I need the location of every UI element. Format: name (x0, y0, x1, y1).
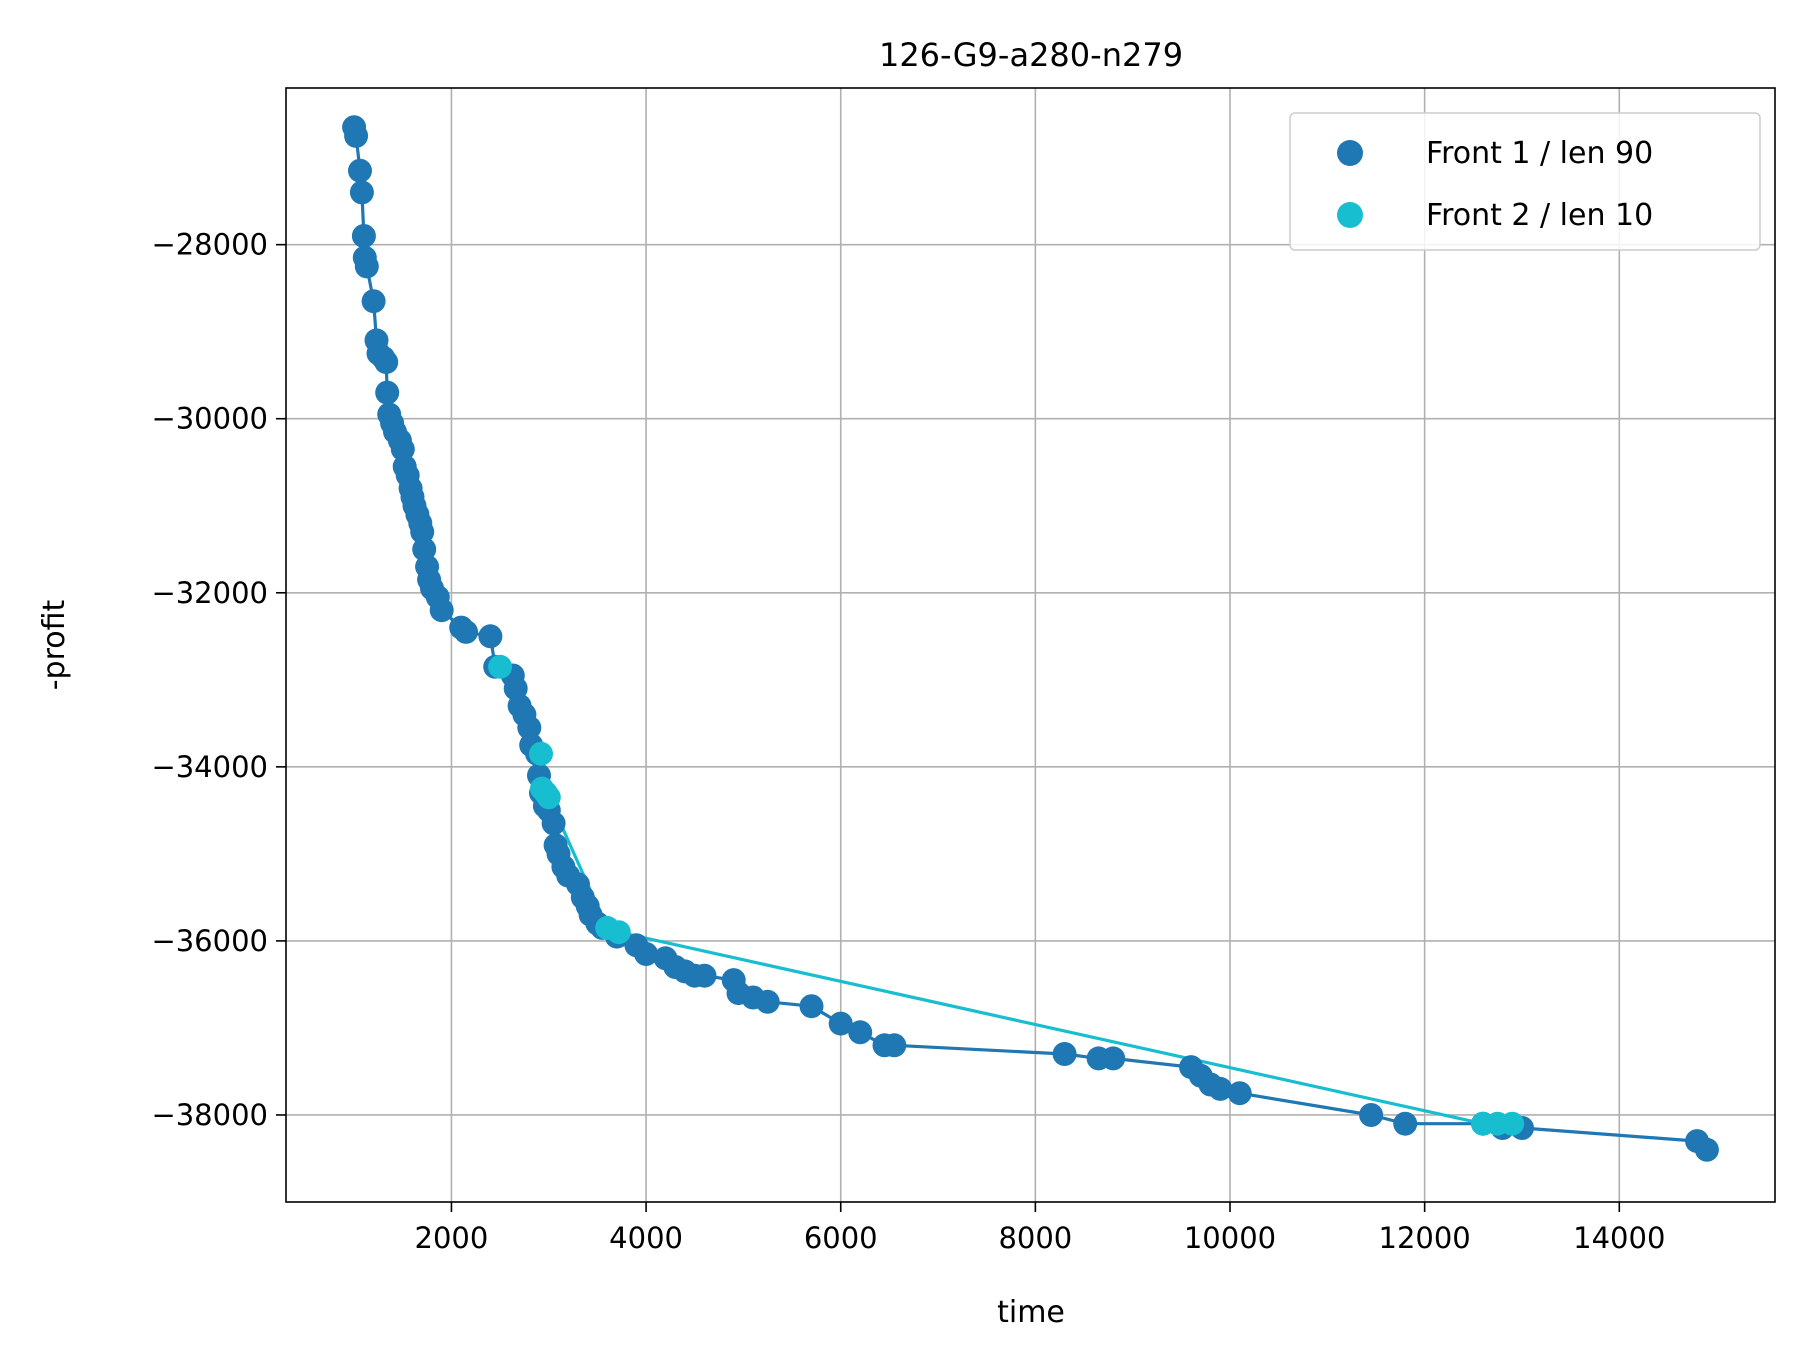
x-tick-label: 4000 (609, 1221, 683, 1255)
series-1-point (1208, 1076, 1233, 1101)
series-1-point (375, 380, 400, 405)
series-1-point (1694, 1137, 1719, 1162)
series-points (342, 115, 1719, 1162)
x-tick-label: 10000 (1184, 1221, 1276, 1255)
y-axis-label: -profit (37, 599, 72, 690)
series-1-point (541, 811, 566, 836)
series-1-point (390, 437, 415, 462)
legend: Front 1 / len 90 Front 2 / len 10 (1289, 112, 1761, 251)
series-2-point (488, 654, 513, 679)
series-1-point (882, 1033, 907, 1058)
x-axis-ticks: 2000 4000 6000 8000 10000 12000 14000 (415, 1202, 1665, 1255)
series-1-point (354, 254, 379, 279)
legend-label-front-2: Front 2 / len 10 (1426, 198, 1653, 233)
series-1-point (1393, 1111, 1418, 1136)
series-1-point (755, 989, 780, 1014)
x-tick-label: 2000 (415, 1221, 489, 1255)
y-tick-label: −38000 (151, 1098, 268, 1132)
grid-x (450, 88, 1621, 1202)
series-2-point (1500, 1111, 1525, 1136)
series-1-point (344, 123, 369, 148)
y-axis-ticks: −28000 −30000 −32000 −34000 −36000 −38000 (151, 228, 286, 1132)
y-tick-label: −36000 (151, 924, 268, 958)
x-tick-label: 12000 (1379, 1221, 1471, 1255)
series-1-point (1052, 1042, 1077, 1066)
series-1-point (361, 289, 386, 314)
series-1-point (410, 519, 435, 544)
series-1-point (351, 224, 376, 248)
series-1-point (1359, 1103, 1384, 1127)
series-1-point (517, 715, 542, 740)
series-2-point (606, 920, 631, 945)
series-2-point (529, 741, 553, 766)
series-1-point (374, 350, 399, 375)
series-1-point (349, 180, 374, 205)
legend-box (1289, 112, 1761, 251)
legend-label-front-1: Front 1 / len 90 (1426, 136, 1653, 171)
legend-marker-front-1 (1337, 140, 1363, 166)
series-1-point (429, 598, 454, 623)
x-tick-label: 6000 (804, 1221, 878, 1255)
series-1-point (799, 994, 824, 1019)
series-1-point (454, 619, 478, 644)
series-1-point (348, 158, 372, 183)
x-tick-label: 8000 (998, 1221, 1072, 1255)
x-tick-label: 14000 (1573, 1221, 1665, 1255)
y-tick-label: −34000 (151, 750, 268, 784)
y-tick-label: −28000 (151, 228, 268, 262)
chart-title: 126-G9-a280-n279 (879, 36, 1183, 74)
series-1-point (1101, 1046, 1126, 1071)
series-1-point (692, 963, 717, 988)
x-axis-label: time (997, 1295, 1065, 1330)
y-tick-label: −32000 (151, 576, 268, 610)
series-1-point (1227, 1081, 1252, 1106)
series-2-point (536, 785, 561, 810)
series-1-point (478, 624, 503, 649)
y-tick-label: −30000 (151, 402, 268, 436)
series-1-point (828, 1011, 853, 1036)
plot-frame (285, 87, 1776, 1203)
series-1-point (634, 942, 659, 966)
legend-marker-front-2 (1337, 202, 1363, 228)
series-1-point (848, 1020, 873, 1045)
